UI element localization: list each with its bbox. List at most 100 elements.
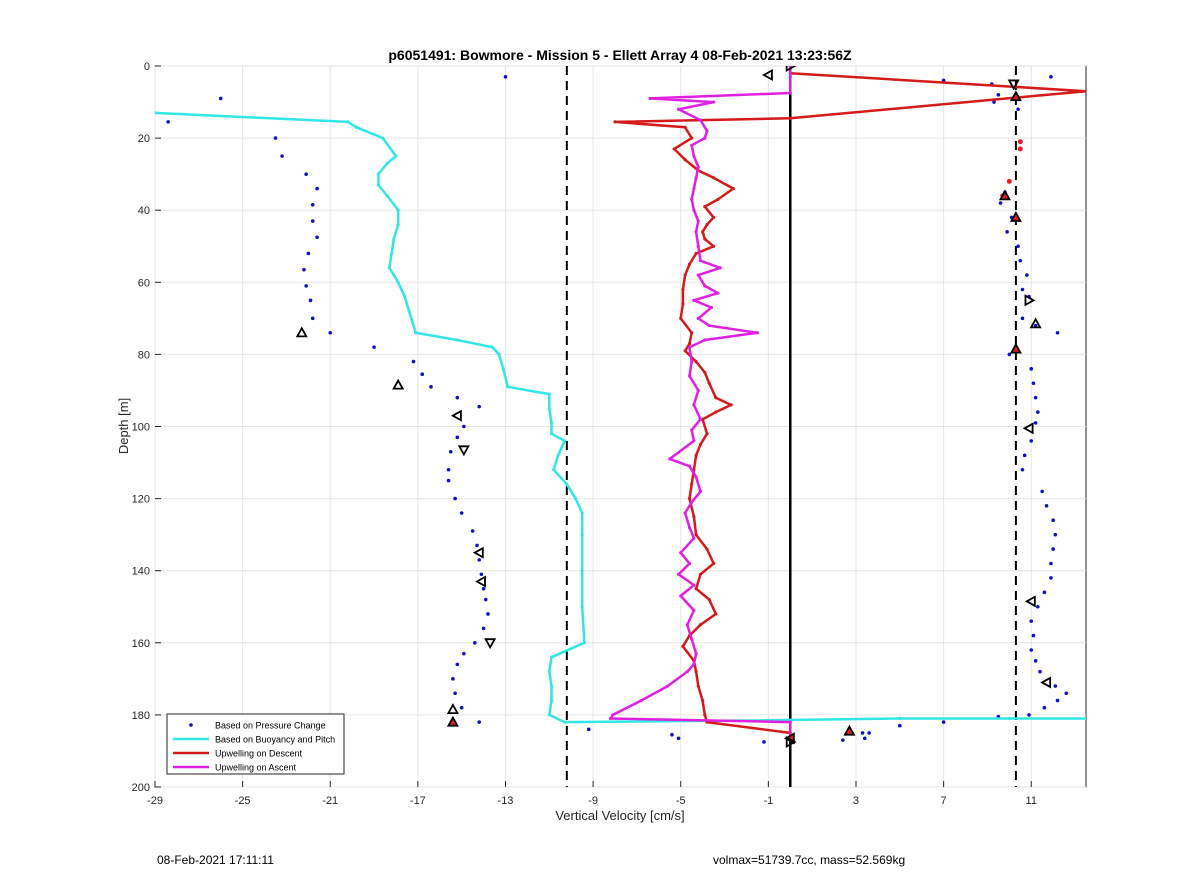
triangle-marker: [785, 735, 797, 748]
series-point: [705, 432, 709, 436]
triangle-marker: [472, 546, 484, 559]
pressure-point: [455, 662, 460, 667]
series-point: [755, 331, 760, 335]
pressure-point: [446, 478, 451, 483]
pressure-point: [1055, 330, 1060, 335]
series-point: [685, 670, 689, 674]
series-point: [609, 716, 613, 721]
pressure-point: [1031, 633, 1036, 638]
series-point: [506, 385, 510, 389]
series-group: [613, 66, 1086, 742]
series-point: [565, 482, 569, 486]
triangle-marker: [843, 724, 856, 736]
triangle-marker: [450, 409, 462, 422]
pressure-point: [1007, 352, 1012, 357]
series-point: [681, 287, 685, 292]
series-point: [692, 608, 696, 612]
pressure-point: [328, 330, 333, 335]
series-point: [692, 439, 696, 443]
series-point: [788, 75, 792, 79]
pressure-point: [762, 740, 766, 744]
triangle-marker: [295, 326, 308, 338]
series-point: [376, 172, 381, 176]
series-point: [672, 147, 676, 151]
pressure-point: [1016, 107, 1020, 112]
series-point: [703, 136, 707, 140]
series-point: [394, 154, 398, 158]
series-point: [698, 442, 703, 447]
legend-box: [166, 713, 345, 775]
pressure-point: [486, 612, 490, 616]
series-point: [582, 641, 586, 645]
series-point: [396, 223, 400, 227]
y-tick-label: 140: [132, 566, 150, 578]
series-point: [701, 698, 705, 703]
series-point: [692, 515, 696, 519]
series-point: [501, 367, 505, 371]
series-point: [712, 176, 716, 180]
pressure-point: [310, 219, 315, 223]
series-point: [690, 143, 694, 147]
pressure-point: [867, 731, 871, 735]
y-tick-label: 40: [138, 205, 150, 217]
pressure-point: [455, 395, 460, 400]
series-point: [392, 237, 396, 241]
chart-title: p6051491: Bowmore - Mission 5 - Ellett A…: [388, 47, 852, 63]
series-point: [692, 583, 696, 587]
pressure-point: [448, 449, 453, 454]
series-point: [387, 266, 391, 270]
series-point: [703, 370, 707, 375]
series-point: [698, 118, 703, 122]
pressure-point: [1029, 439, 1034, 443]
pressure-point: [676, 736, 681, 741]
series-point: [694, 587, 698, 591]
series-point: [648, 96, 652, 101]
series-point: [701, 230, 705, 234]
x-tick-label: 11: [1026, 795, 1037, 807]
pressure-point: [315, 186, 319, 191]
series-point: [679, 594, 683, 598]
series-point: [696, 165, 700, 169]
series-point: [703, 284, 707, 288]
pressure-point: [1027, 713, 1031, 717]
series-point: [679, 316, 683, 320]
series-point: [692, 186, 696, 191]
series-point: [716, 291, 720, 295]
pressure-point: [453, 691, 457, 696]
series-point: [687, 341, 692, 346]
pressure-point: [1049, 75, 1053, 79]
series-point: [694, 453, 698, 457]
pressure-point: [477, 404, 482, 409]
series-point: [396, 208, 400, 212]
series-point: [668, 457, 672, 461]
series-point: [898, 716, 902, 721]
series-point: [683, 158, 687, 162]
triangle-marker: [998, 189, 1011, 201]
series-point: [690, 500, 694, 504]
series-point: [155, 111, 157, 115]
series-point: [716, 197, 720, 201]
pressure-point: [1042, 705, 1047, 710]
pressure-point: [1040, 489, 1044, 494]
series-point: [712, 100, 716, 104]
pressure-point: [1053, 684, 1058, 688]
triangle-marker: [1009, 342, 1022, 354]
pressure-point: [459, 511, 464, 515]
series-point: [694, 176, 698, 180]
series-point: [389, 251, 394, 256]
pressure-point: [1033, 659, 1038, 663]
pressure-point: [1049, 561, 1053, 566]
pressure-point: [475, 543, 479, 548]
series-point: [707, 323, 711, 328]
series-point: [712, 244, 716, 248]
pressure-point: [462, 651, 466, 656]
pressure-point: [429, 385, 433, 389]
pressure-point: [306, 251, 311, 256]
series-point: [683, 273, 687, 277]
series-point: [690, 197, 694, 201]
series-point: [455, 338, 459, 342]
pressure-point: [477, 558, 482, 562]
pressure-point: [862, 736, 867, 741]
pressure-point: [1018, 258, 1023, 263]
y-tick-label: 100: [132, 422, 150, 434]
